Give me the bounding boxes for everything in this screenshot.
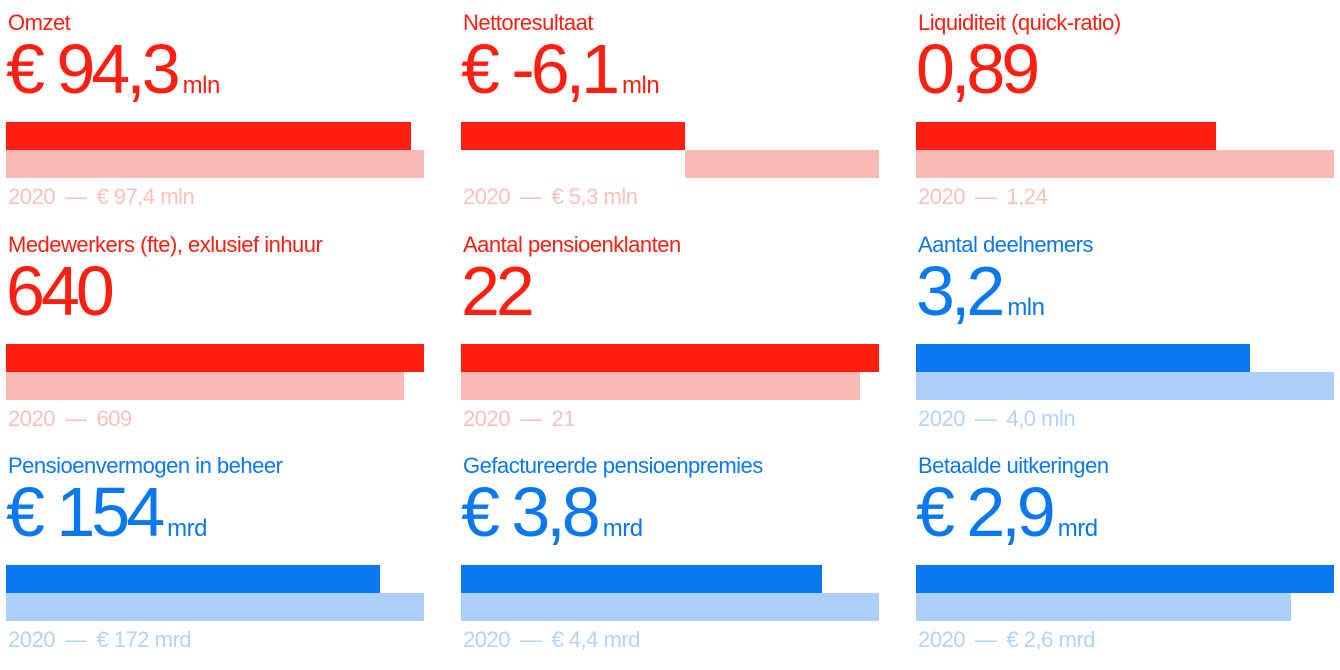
value-number: € 154 bbox=[6, 473, 165, 551]
kpi-title: Aantal deelnemers bbox=[918, 232, 1093, 257]
kpi-value: 640 bbox=[6, 256, 117, 326]
dash-glyph: — bbox=[974, 627, 997, 652]
kpi-deelnemers: Aantal deelnemers 3,2 mln 2020 — 4,0 mln bbox=[916, 222, 1336, 442]
previous-year: 2020 bbox=[8, 406, 55, 431]
previous-value: 21 bbox=[551, 406, 575, 431]
kpi-pensioenklanten: Aantal pensioenklanten 22 2020 — 21 bbox=[461, 222, 881, 442]
bar-previous bbox=[461, 593, 879, 621]
bar-previous bbox=[6, 372, 404, 400]
bar-previous bbox=[916, 150, 1334, 178]
bar-current bbox=[461, 565, 822, 593]
previous-year: 2020 bbox=[918, 184, 965, 209]
previous-year-line: 2020 — 609 bbox=[8, 408, 132, 430]
dash-glyph: — bbox=[974, 184, 997, 209]
previous-year: 2020 bbox=[463, 184, 510, 209]
previous-year-line: 2020 — 21 bbox=[463, 408, 575, 430]
dash-glyph: — bbox=[519, 627, 542, 652]
kpi-title: Liquiditeit (quick-ratio) bbox=[918, 10, 1121, 35]
value-unit: mln bbox=[1007, 294, 1045, 321]
kpi-title: Gefactureerde pensioenpremies bbox=[463, 453, 763, 478]
kpi-title: Omzet bbox=[8, 10, 71, 35]
previous-value: 609 bbox=[96, 406, 132, 431]
value-number: € 94,3 bbox=[6, 30, 181, 108]
value-unit: mln bbox=[622, 72, 660, 99]
bar-previous bbox=[6, 150, 424, 178]
previous-value: € 172 mrd bbox=[96, 627, 192, 652]
previous-year: 2020 bbox=[463, 627, 510, 652]
kpi-value: € 3,8 mrd bbox=[461, 477, 643, 547]
kpi-value: € 154 mrd bbox=[6, 477, 208, 547]
previous-year-line: 2020 — 4,0 mln bbox=[918, 406, 1076, 431]
value-number: 0,89 bbox=[916, 30, 1040, 108]
value-number: € 3,8 bbox=[461, 473, 601, 551]
kpi-pensioenvermogen: Pensioenvermogen in beheer € 154 mrd 2020… bbox=[6, 443, 426, 663]
kpi-medewerkers: Medewerkers (fte), exlusief inhuur 640 2… bbox=[6, 222, 426, 442]
previous-year: 2020 bbox=[918, 627, 965, 652]
dash-glyph: — bbox=[64, 184, 87, 209]
kpi-omzet: Omzet € 94,3 mln 2020 — € 97,4 mln bbox=[6, 0, 426, 220]
previous-value: 4,0 mln bbox=[1006, 406, 1076, 431]
kpi-value: 3,2 mln bbox=[916, 256, 1045, 326]
kpi-value: € 2,9 mrd bbox=[916, 477, 1098, 547]
kpi-uitkeringen: Betaalde uitkeringen € 2,9 mrd 2020 — € 2,6… bbox=[916, 443, 1336, 663]
bar-previous bbox=[684, 150, 879, 178]
dash-glyph: — bbox=[64, 406, 87, 431]
previous-value: € 5,3 mln bbox=[551, 184, 638, 209]
kpi-title: Medewerkers (fte), exlusief inhuur bbox=[8, 232, 323, 257]
value-unit: mrd bbox=[167, 515, 208, 542]
value-number: € -6,1 bbox=[461, 30, 620, 108]
bar-current bbox=[461, 122, 685, 150]
bar-previous bbox=[916, 593, 1291, 621]
previous-year-line: 2020 — € 5,3 mln bbox=[463, 184, 638, 209]
bar-current bbox=[916, 122, 1217, 150]
bar-current bbox=[6, 122, 411, 150]
value-unit: mrd bbox=[602, 515, 643, 542]
value-number: € 2,9 bbox=[916, 473, 1056, 551]
previous-year-line: 2020 — € 172 mrd bbox=[8, 627, 192, 652]
kpi-value: 22 bbox=[461, 256, 537, 326]
value-number: 22 bbox=[461, 252, 535, 330]
value-number: 3,2 bbox=[916, 252, 1005, 330]
previous-year: 2020 bbox=[463, 406, 510, 431]
previous-value: 1,24 bbox=[1006, 184, 1048, 209]
kpi-title: Pensioenvermogen in beheer bbox=[8, 453, 283, 478]
previous-value: € 97,4 mln bbox=[96, 184, 195, 209]
previous-year-line: 2020 — € 4,4 mrd bbox=[463, 629, 640, 651]
previous-value: € 2,6 mrd bbox=[1006, 627, 1095, 652]
previous-year-line: 2020 — 1,24 bbox=[918, 184, 1048, 209]
bar-current bbox=[916, 565, 1334, 593]
kpi-value: 0,89 bbox=[916, 34, 1042, 104]
bar-current bbox=[6, 565, 381, 593]
previous-year: 2020 bbox=[918, 406, 965, 431]
kpi-pensioenpremies: Gefactureerde pensioenpremies € 3,8 mrd 2… bbox=[461, 443, 881, 663]
bar-previous bbox=[461, 372, 860, 400]
value-unit: mln bbox=[182, 72, 221, 99]
previous-year: 2020 bbox=[8, 184, 55, 209]
previous-year-line: 2020 — € 2,6 mrd bbox=[918, 629, 1095, 651]
previous-year-line: 2020 — € 97,4 mln bbox=[8, 184, 195, 209]
kpi-title: Betaalde uitkeringen bbox=[918, 453, 1109, 478]
kpi-value: € -6,1 mln bbox=[461, 34, 660, 104]
bar-current bbox=[461, 344, 879, 372]
dash-glyph: — bbox=[974, 406, 997, 431]
bar-current bbox=[916, 344, 1251, 372]
previous-year: 2020 bbox=[8, 627, 55, 652]
value-unit: mrd bbox=[1057, 515, 1098, 542]
kpi-title: Aantal pensioenklanten bbox=[463, 232, 681, 257]
value-number: 640 bbox=[6, 252, 115, 330]
kpi-value: € 94,3 mln bbox=[6, 34, 220, 104]
bar-previous bbox=[6, 593, 424, 621]
kpi-liquiditeit: Liquiditeit (quick-ratio) 0,89 2020 — 1,24 bbox=[916, 0, 1336, 220]
dash-glyph: — bbox=[519, 406, 542, 431]
bar-previous bbox=[916, 372, 1334, 400]
dash-glyph: — bbox=[519, 184, 542, 209]
kpi-title: Nettoresultaat bbox=[463, 10, 593, 35]
previous-value: € 4,4 mrd bbox=[551, 627, 640, 652]
bar-current bbox=[6, 344, 424, 372]
kpi-nettoresultaat: Nettoresultaat € -6,1 mln 2020 — € 5,3 mln bbox=[461, 0, 881, 220]
dash-glyph: — bbox=[64, 627, 87, 652]
